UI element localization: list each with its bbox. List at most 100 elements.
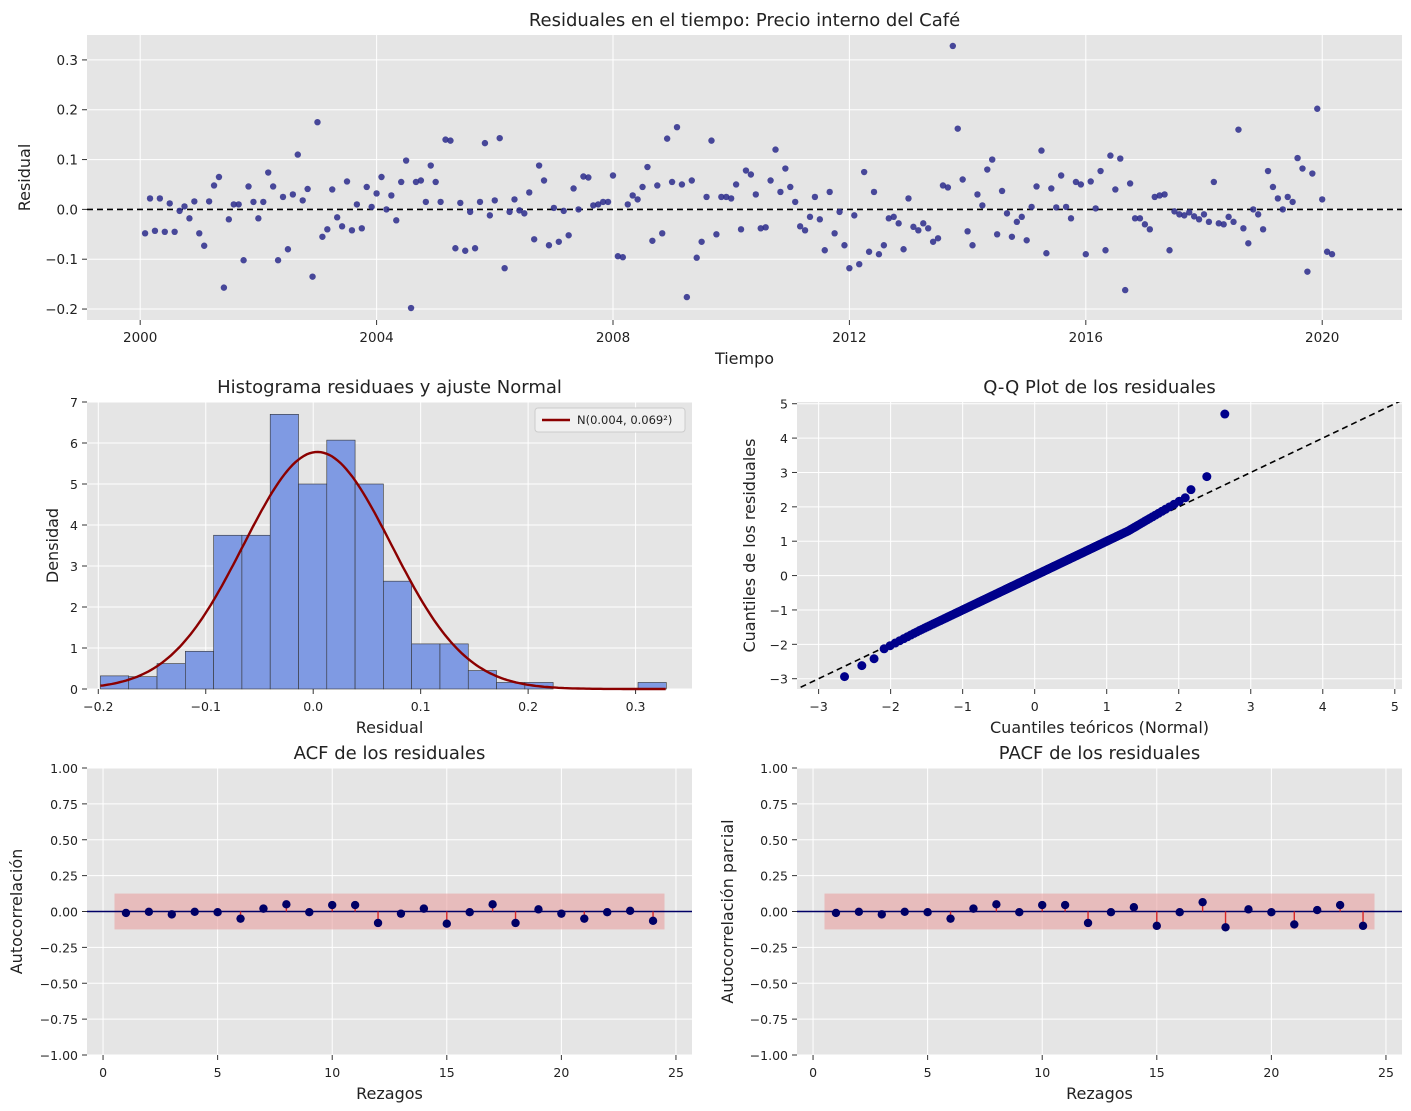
residual-point — [905, 195, 912, 202]
lag-point — [1313, 905, 1322, 915]
residual-point — [727, 195, 735, 202]
x-tick-label: 25 — [668, 1065, 684, 1080]
residual-point — [1220, 221, 1227, 228]
residual-point — [398, 178, 405, 186]
lag-point — [1358, 921, 1368, 931]
residual-point — [688, 177, 695, 184]
x-tick-label: 0 — [99, 1065, 107, 1080]
residual-point — [1264, 167, 1272, 175]
y-tick-label: 0.75 — [50, 797, 78, 812]
residual-point — [1121, 286, 1129, 294]
lag-point — [923, 908, 932, 917]
histogram-bar — [298, 483, 328, 690]
x-tick-label: 0 — [809, 1065, 817, 1080]
residual-point — [1323, 248, 1331, 255]
residual-point — [1314, 105, 1321, 112]
residual-point — [511, 196, 518, 203]
histogram-bar — [269, 413, 299, 690]
lag-point — [1335, 900, 1345, 910]
x-tick-label: 0 — [1031, 699, 1039, 714]
qq-point — [1202, 472, 1212, 482]
residual-point — [166, 200, 173, 207]
residual-point — [565, 232, 572, 239]
residual-point — [1072, 178, 1080, 186]
lag-point — [1015, 908, 1024, 917]
residual-point — [737, 226, 745, 233]
lag-point — [121, 908, 131, 918]
residual-point — [1279, 206, 1286, 213]
residual-point — [703, 193, 710, 201]
x-tick-label: 1 — [1103, 699, 1111, 714]
residual-point — [466, 208, 474, 216]
y-tick-label: −1.00 — [40, 1048, 78, 1063]
histogram-bar — [411, 643, 441, 690]
residual-point — [535, 162, 543, 169]
residual-point — [629, 192, 636, 199]
chart-title: Histograma residuaes y ajuste Normal — [217, 377, 562, 398]
residual-point — [1117, 155, 1124, 162]
lag-point — [1198, 897, 1207, 907]
lag-point — [1083, 918, 1093, 928]
residual-point — [944, 184, 952, 191]
y-tick-label: −1 — [770, 603, 788, 618]
lag-point — [1175, 908, 1184, 917]
residual-point — [176, 207, 183, 215]
residual-point — [329, 186, 336, 193]
residual-point — [649, 237, 656, 244]
residual-point — [1166, 247, 1173, 254]
residual-point — [732, 181, 740, 188]
residual-point — [1304, 268, 1311, 275]
residual-point — [417, 177, 425, 184]
residual-point — [245, 183, 252, 190]
residual-point — [393, 217, 400, 224]
qq-point — [869, 654, 879, 664]
residual-point — [767, 177, 774, 184]
residual-point — [338, 223, 346, 230]
residual-point — [865, 248, 873, 255]
lag-point — [603, 908, 612, 917]
residual-point — [1259, 226, 1267, 233]
residual-point — [1092, 205, 1099, 212]
histogram-bar — [185, 650, 214, 690]
residual-point — [1141, 221, 1149, 228]
residual-point — [718, 193, 725, 201]
residual-point — [196, 230, 203, 237]
residual-point — [1269, 183, 1277, 191]
residual-point — [388, 192, 395, 199]
residual-point — [230, 201, 237, 208]
residual-point — [624, 201, 631, 208]
residual-point — [1230, 218, 1237, 226]
residual-point — [205, 198, 213, 205]
y-tick-label: 0.50 — [760, 833, 788, 848]
residual-point — [1043, 250, 1050, 257]
residual-point — [1048, 185, 1055, 192]
residual-point — [1087, 178, 1094, 185]
residual-point — [452, 245, 459, 252]
residual-point — [156, 195, 164, 202]
histogram-bar — [326, 439, 356, 690]
y-tick-label: −2 — [770, 637, 788, 652]
x-tick-label: 2000 — [123, 330, 157, 346]
residual-point — [1126, 180, 1134, 187]
residual-point — [1299, 165, 1306, 172]
x-tick-label: 2012 — [832, 330, 866, 346]
residual-point — [358, 225, 366, 232]
residual-point — [516, 207, 523, 214]
residual-point — [333, 214, 341, 221]
residual-point — [772, 146, 779, 153]
residual-point — [1156, 192, 1163, 199]
lag-point — [1060, 900, 1070, 910]
lag-point — [465, 908, 474, 917]
y-tick-label: −0.25 — [750, 940, 788, 955]
residual-point — [299, 197, 306, 204]
lag-point — [144, 907, 154, 916]
residual-point — [1033, 183, 1040, 190]
lag-point — [1244, 905, 1253, 914]
y-tick-label: 2 — [70, 600, 78, 615]
residual-point — [762, 224, 769, 231]
x-tick-label: 0.2 — [518, 699, 538, 714]
residual-point — [1112, 186, 1119, 193]
lag-point — [992, 900, 1001, 909]
x-tick-label: 5 — [924, 1065, 932, 1080]
residual-point — [1289, 198, 1296, 206]
